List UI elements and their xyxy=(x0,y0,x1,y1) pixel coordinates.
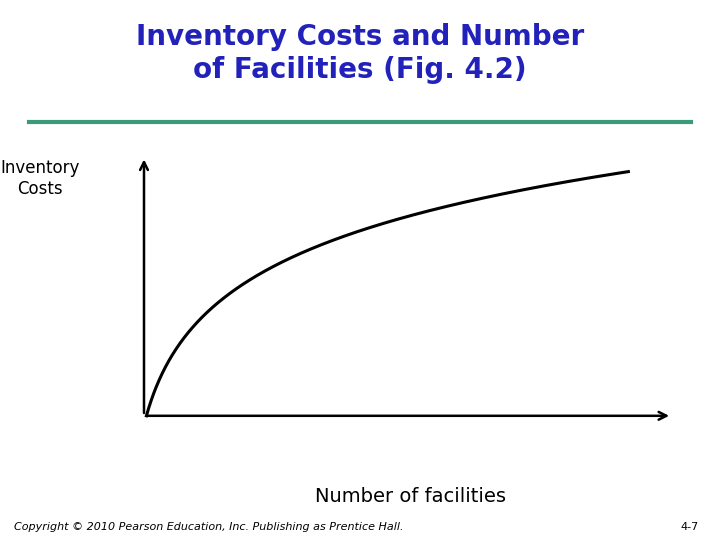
Text: Number of facilities: Number of facilities xyxy=(315,487,506,507)
Text: 4-7: 4-7 xyxy=(680,522,698,532)
Text: Inventory
Costs: Inventory Costs xyxy=(0,159,79,198)
Text: Inventory Costs and Number
of Facilities (Fig. 4.2): Inventory Costs and Number of Facilities… xyxy=(136,23,584,84)
Text: Copyright © 2010 Pearson Education, Inc. Publishing as Prentice Hall.: Copyright © 2010 Pearson Education, Inc.… xyxy=(14,522,404,532)
